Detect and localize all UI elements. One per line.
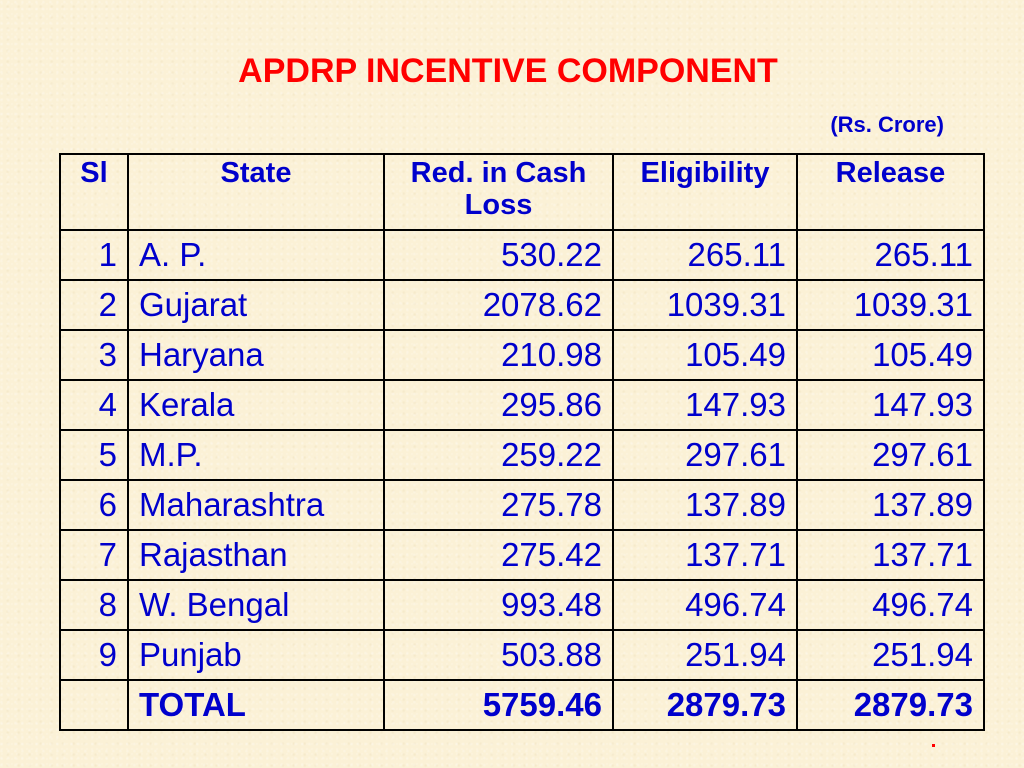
- cell-eligibility: 496.74: [612, 579, 798, 631]
- cell-sl: 8: [59, 579, 129, 631]
- table-header-row: Sl State Red. in Cash Loss Eligibility R…: [59, 153, 985, 231]
- cell-release: 297.61: [796, 429, 985, 481]
- cell-total-red-in-cash-loss: 5759.46: [383, 679, 614, 731]
- column-header-eligibility: Eligibility: [612, 153, 798, 231]
- table-row: 7 Rajasthan 275.42 137.71 137.71: [59, 529, 985, 581]
- column-header-sl: Sl: [59, 153, 129, 231]
- cell-eligibility: 1039.31: [612, 279, 798, 331]
- cell-state: M.P.: [127, 429, 385, 481]
- cell-sl: 6: [59, 479, 129, 531]
- cell-total-label: TOTAL: [127, 679, 385, 731]
- table-row: 4 Kerala 295.86 147.93 147.93: [59, 379, 985, 431]
- cell-state: W. Bengal: [127, 579, 385, 631]
- column-header-red-in-cash-loss: Red. in Cash Loss: [383, 153, 614, 231]
- cell-release: 496.74: [796, 579, 985, 631]
- cell-red-in-cash-loss: 530.22: [383, 229, 614, 281]
- table-row: 2 Gujarat 2078.62 1039.31 1039.31: [59, 279, 985, 331]
- cell-total-eligibility: 2879.73: [612, 679, 798, 731]
- cell-release: 1039.31: [796, 279, 985, 331]
- cell-eligibility: 137.71: [612, 529, 798, 581]
- cell-sl: 9: [59, 629, 129, 681]
- cell-red-in-cash-loss: 2078.62: [383, 279, 614, 331]
- cell-state: Maharashtra: [127, 479, 385, 531]
- cell-red-in-cash-loss: 503.88: [383, 629, 614, 681]
- cell-eligibility: 251.94: [612, 629, 798, 681]
- table-row: 1 A. P. 530.22 265.11 265.11: [59, 229, 985, 281]
- cell-state: Haryana: [127, 329, 385, 381]
- table-row: 6 Maharashtra 275.78 137.89 137.89: [59, 479, 985, 531]
- cell-sl: 4: [59, 379, 129, 431]
- cell-sl: [59, 679, 129, 731]
- total-row: TOTAL 5759.46 2879.73 2879.73: [59, 679, 985, 731]
- cell-red-in-cash-loss: 210.98: [383, 329, 614, 381]
- incentive-table: Sl State Red. in Cash Loss Eligibility R…: [59, 153, 985, 731]
- cell-release: 137.71: [796, 529, 985, 581]
- table-row: 3 Haryana 210.98 105.49 105.49: [59, 329, 985, 381]
- cell-state: Rajasthan: [127, 529, 385, 581]
- cell-state: A. P.: [127, 229, 385, 281]
- cell-red-in-cash-loss: 275.42: [383, 529, 614, 581]
- table-row: 9 Punjab 503.88 251.94 251.94: [59, 629, 985, 681]
- cell-sl: 2: [59, 279, 129, 331]
- cell-release: 251.94: [796, 629, 985, 681]
- cell-sl: 1: [59, 229, 129, 281]
- cell-release: 137.89: [796, 479, 985, 531]
- cell-sl: 5: [59, 429, 129, 481]
- cell-total-release: 2879.73: [796, 679, 985, 731]
- unit-label: (Rs. Crore): [830, 112, 944, 137]
- decorative-dot: [932, 744, 935, 747]
- cell-release: 105.49: [796, 329, 985, 381]
- column-header-release: Release: [796, 153, 985, 231]
- slide-title: APDRP INCENTIVE COMPONENT: [238, 52, 778, 90]
- cell-sl: 3: [59, 329, 129, 381]
- cell-red-in-cash-loss: 275.78: [383, 479, 614, 531]
- cell-release: 265.11: [796, 229, 985, 281]
- cell-eligibility: 147.93: [612, 379, 798, 431]
- cell-sl: 7: [59, 529, 129, 581]
- cell-state: Kerala: [127, 379, 385, 431]
- cell-eligibility: 105.49: [612, 329, 798, 381]
- cell-state: Punjab: [127, 629, 385, 681]
- cell-eligibility: 297.61: [612, 429, 798, 481]
- cell-eligibility: 265.11: [612, 229, 798, 281]
- cell-state: Gujarat: [127, 279, 385, 331]
- table-row: 8 W. Bengal 993.48 496.74 496.74: [59, 579, 985, 631]
- column-header-state: State: [127, 153, 385, 231]
- cell-red-in-cash-loss: 259.22: [383, 429, 614, 481]
- cell-release: 147.93: [796, 379, 985, 431]
- cell-eligibility: 137.89: [612, 479, 798, 531]
- cell-red-in-cash-loss: 295.86: [383, 379, 614, 431]
- cell-red-in-cash-loss: 993.48: [383, 579, 614, 631]
- table-row: 5 M.P. 259.22 297.61 297.61: [59, 429, 985, 481]
